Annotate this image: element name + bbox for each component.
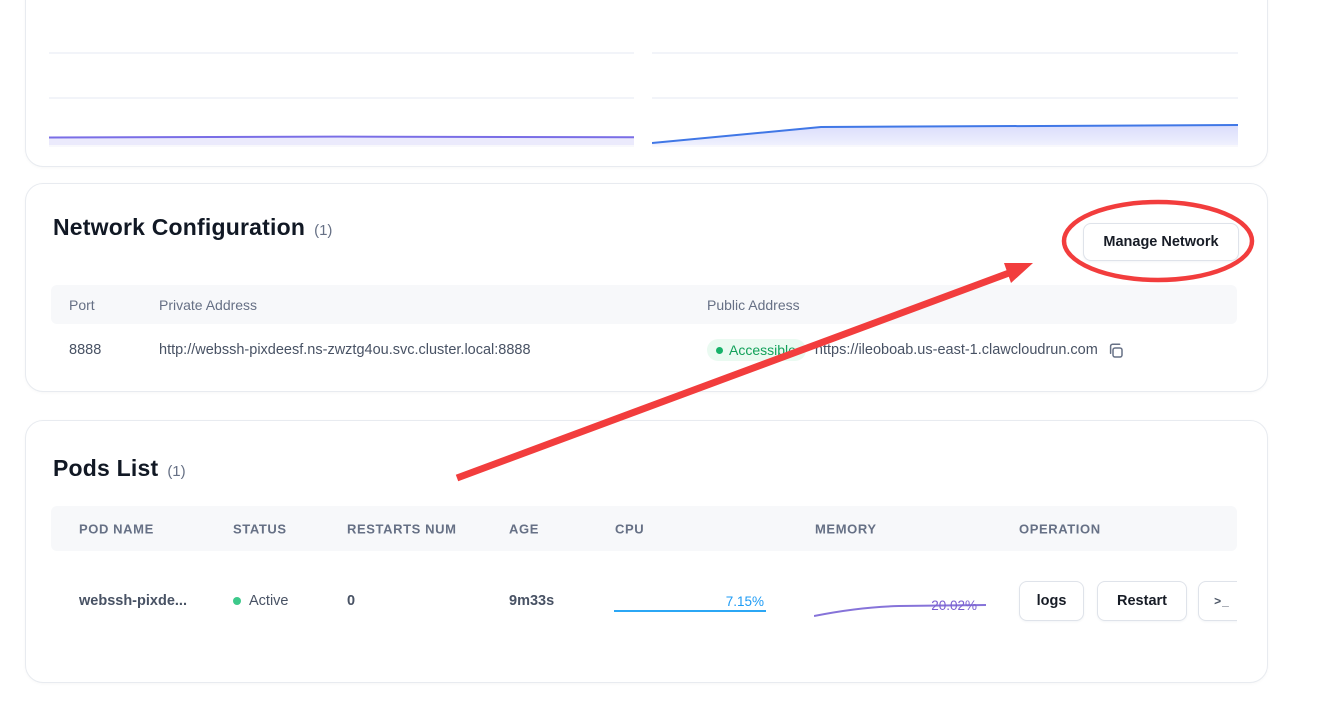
accessible-status-label: Accessible [729,342,796,358]
right-metric-chart [652,0,1238,166]
pods-table-header: POD NAME STATUS RESTARTS NUM AGE CPU MEM… [51,506,1237,551]
right-metric-chart-svg [652,52,1238,147]
restart-button[interactable]: Restart [1097,581,1187,621]
pods-col-age: AGE [509,521,539,536]
pods-col-cpu: CPU [615,521,645,536]
pod-status-cell: Active [233,593,289,609]
network-table-row: 8888 http://webssh-pixdeesf.ns-zwztg4ou.… [51,324,1237,376]
memory-sparkline: 20.02% [813,583,987,619]
network-count-badge: (1) [314,222,333,239]
pod-name-value: webssh-pixde... [79,593,187,609]
left-metric-chart-svg [49,52,634,147]
status-dot-icon [716,346,723,354]
pods-col-operation: OPERATION [1019,521,1101,536]
private-address-value: http://webssh-pixdeesf.ns-zwztg4ou.svc.c… [159,342,531,358]
age-value: 9m33s [509,593,555,609]
cpu-sparkline: 7.15% [614,583,766,619]
logs-button[interactable]: logs [1019,581,1084,621]
metrics-card [25,0,1268,167]
terminal-prompt-icon: >_ [1214,594,1230,608]
cpu-percent-label: 7.15% [726,594,764,609]
network-col-private-address: Private Address [159,296,258,313]
pods-col-restarts-num: RESTARTS NUM [347,521,457,536]
pods-col-memory: MEMORY [815,521,877,536]
active-status-dot-icon [233,597,241,605]
pod-status-label: Active [249,593,289,609]
network-table-header: Port Private Address Public Address [51,285,1237,324]
memory-sparkline-svg: 20.02% [813,598,987,617]
public-address-link[interactable]: https://ileoboab.us-east-1.clawcloudrun.… [814,342,1098,358]
copy-icon[interactable] [1107,342,1124,359]
network-col-port: Port [69,296,95,313]
pods-col-pod-name: POD NAME [79,521,154,536]
pods-list-card: Pods List (1) POD NAME STATUS RESTARTS N… [25,420,1268,683]
network-col-public-address: Public Address [707,296,800,313]
public-address-cell: Accessible https://ileoboab.us-east-1.cl… [707,339,1124,361]
network-configuration-title: Network Configuration [53,214,306,240]
cpu-sparkline-svg: 7.15% [614,594,766,612]
port-value: 8888 [69,342,102,358]
restarts-num-value: 0 [347,593,356,609]
pods-table-row: webssh-pixde... Active 0 9m33s 7.15% 20.… [51,551,1237,651]
pods-col-status: STATUS [233,521,287,536]
terminal-button[interactable]: >_ [1198,581,1237,621]
pods-list-title: Pods List [53,455,159,481]
manage-network-button[interactable]: Manage Network [1083,223,1239,261]
pods-count-badge: (1) [167,463,186,480]
accessible-status-badge: Accessible [707,339,806,361]
left-metric-chart [49,0,634,166]
memory-percent-label: 20.02% [931,598,977,613]
network-configuration-card: Network Configuration (1) Manage Network… [25,183,1268,392]
